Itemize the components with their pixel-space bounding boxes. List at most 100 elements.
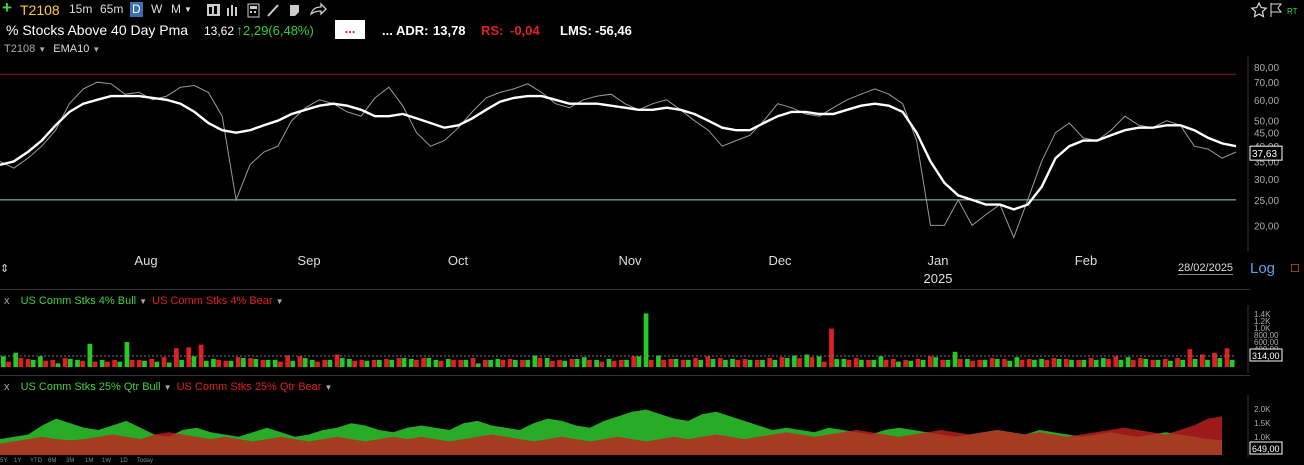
interval-w-button[interactable]: W — [151, 2, 163, 16]
legend-4pct-bull-dropdown-icon[interactable]: ▼ — [139, 297, 148, 306]
bear-bar — [846, 359, 852, 367]
toolbar-icons — [207, 2, 327, 18]
bear-bar — [186, 347, 192, 367]
y-tick-label: 1.2K — [1254, 317, 1271, 326]
legend-25pct-bear-dropdown-icon[interactable]: ▼ — [324, 383, 333, 392]
y-tick-label: 600,00 — [1254, 338, 1279, 347]
y-tick-label: 35,00 — [1254, 157, 1279, 168]
bear-bar — [421, 358, 426, 367]
red-status-box[interactable]: ... — [335, 20, 365, 39]
bull-bar — [525, 359, 531, 367]
interval-65m-button[interactable]: 65m — [100, 2, 124, 16]
range-3m-button[interactable]: 3M — [66, 458, 75, 464]
bear-bar — [285, 355, 290, 367]
bear-bar — [557, 359, 562, 367]
bull-bar — [203, 360, 209, 367]
bear-bar — [661, 359, 666, 367]
bull-bar — [1007, 360, 1013, 367]
interval-m-button[interactable]: M — [171, 2, 181, 16]
legend-ema10-dropdown-icon[interactable]: ▼ — [92, 45, 101, 54]
calculator-icon[interactable] — [247, 3, 260, 18]
bear-bar — [1113, 356, 1119, 367]
bear-bar — [866, 359, 871, 367]
indicator2-area-chart[interactable]: 2.0K 1.5K 1.0K 649,00 — [0, 395, 1304, 457]
bear-bar — [458, 359, 464, 367]
range-today-button[interactable]: Today — [137, 458, 154, 464]
legend-t2108[interactable]: T2108 — [4, 43, 36, 55]
flag-icon[interactable] — [1270, 3, 1282, 17]
bull-bar — [401, 358, 407, 367]
range-1d-button[interactable]: 1D — [120, 458, 128, 464]
interval-15m-button[interactable]: 15m — [69, 2, 93, 16]
bull-bar — [211, 358, 216, 367]
bear-bar — [1212, 352, 1217, 367]
more-button[interactable]: ... — [352, 23, 363, 38]
range-6m-button[interactable]: 6M — [48, 458, 57, 464]
star-icon[interactable] — [1250, 1, 1268, 18]
realtime-badge[interactable]: RT — [1287, 7, 1298, 16]
pencil-icon[interactable] — [267, 4, 279, 17]
bear-bar — [1187, 349, 1193, 367]
bull-bar — [544, 358, 550, 367]
legend-25pct-bear[interactable]: US Comm Stks 25% Qtr Bear — [176, 381, 322, 393]
bear-bar — [779, 357, 785, 367]
bear-bar — [648, 359, 654, 367]
legend-4pct-bear[interactable]: US Comm Stks 4% Bear — [152, 295, 273, 307]
range-1y-button[interactable]: 1Y — [14, 458, 22, 464]
bull-bar — [154, 361, 160, 367]
lms-label: LMS: — [560, 23, 592, 38]
add-symbol-button[interactable]: + — [2, 0, 12, 17]
x-tick-label: Jan — [928, 253, 949, 268]
legend-25pct-bull[interactable]: US Comm Stks 25% Qtr Bull — [20, 381, 161, 393]
bar-style-icon[interactable] — [227, 5, 237, 16]
indicator2-close-icon[interactable]: x — [4, 381, 10, 393]
symbol-ticker[interactable]: T2108 — [20, 2, 60, 18]
lock-icon[interactable]: ☐ — [1290, 263, 1300, 275]
bear-bar — [1088, 358, 1094, 367]
bear-bar — [25, 358, 31, 367]
legend-4pct-bear-dropdown-icon[interactable]: ▼ — [275, 297, 284, 306]
bear-bar — [50, 359, 56, 367]
bull-bar — [594, 359, 599, 367]
bear-bar — [112, 359, 117, 367]
indicator1-close-icon[interactable]: x — [4, 295, 10, 307]
bear-bar — [129, 359, 135, 367]
interval-dropdown-icon[interactable]: ▼ — [184, 5, 192, 14]
bear-bar — [1175, 358, 1180, 367]
bull-bar — [142, 360, 147, 367]
chart-type-icon[interactable] — [207, 4, 220, 16]
legend-ema10[interactable]: EMA10 — [53, 43, 90, 55]
bear-bar — [767, 358, 773, 367]
bear-bar — [631, 356, 637, 367]
bear-bar — [483, 359, 488, 367]
share-icon[interactable] — [309, 2, 327, 16]
range-5y-button[interactable]: 5Y — [0, 458, 8, 464]
main-legend: T2108 ▼ EMA10 ▼ — [4, 43, 100, 55]
bear-bar — [989, 358, 995, 367]
t2108-line — [0, 81, 1237, 239]
bear-bar — [680, 359, 686, 367]
bear-bar — [587, 359, 592, 367]
bear-bar — [352, 360, 357, 367]
note-icon[interactable] — [290, 5, 299, 16]
interval-d-button[interactable]: D — [130, 2, 143, 17]
log-scale-button[interactable]: Log — [1250, 260, 1276, 277]
range-1w-button[interactable]: 1W — [102, 458, 111, 464]
range-ytd-button[interactable]: YTD — [30, 458, 42, 464]
indicator2-legend: x US Comm Stks 25% Qtr Bull ▼ US Comm St… — [4, 381, 332, 393]
legend-t2108-dropdown-icon[interactable]: ▼ — [38, 45, 47, 54]
y-tick-label: 20,00 — [1254, 221, 1279, 232]
y-tick-label: 1.5K — [1254, 419, 1271, 428]
crosshair-icon[interactable]: ⇕ — [0, 263, 10, 275]
legend-4pct-bull[interactable]: US Comm Stks 4% Bull — [20, 295, 137, 307]
bear-bar — [174, 348, 179, 367]
legend-25pct-bull-dropdown-icon[interactable]: ▼ — [163, 383, 172, 392]
main-price-chart[interactable]: 80,0070,0060,0050,0045,0040,0035,0030,00… — [0, 56, 1304, 288]
bear-bar — [507, 358, 513, 367]
date-box[interactable]: 28/02/2025 — [1178, 262, 1234, 275]
bull-bar — [878, 356, 884, 367]
range-1m-button[interactable]: 1M — [85, 458, 94, 464]
bear-bar — [1019, 359, 1025, 367]
bull-bar — [475, 363, 481, 367]
